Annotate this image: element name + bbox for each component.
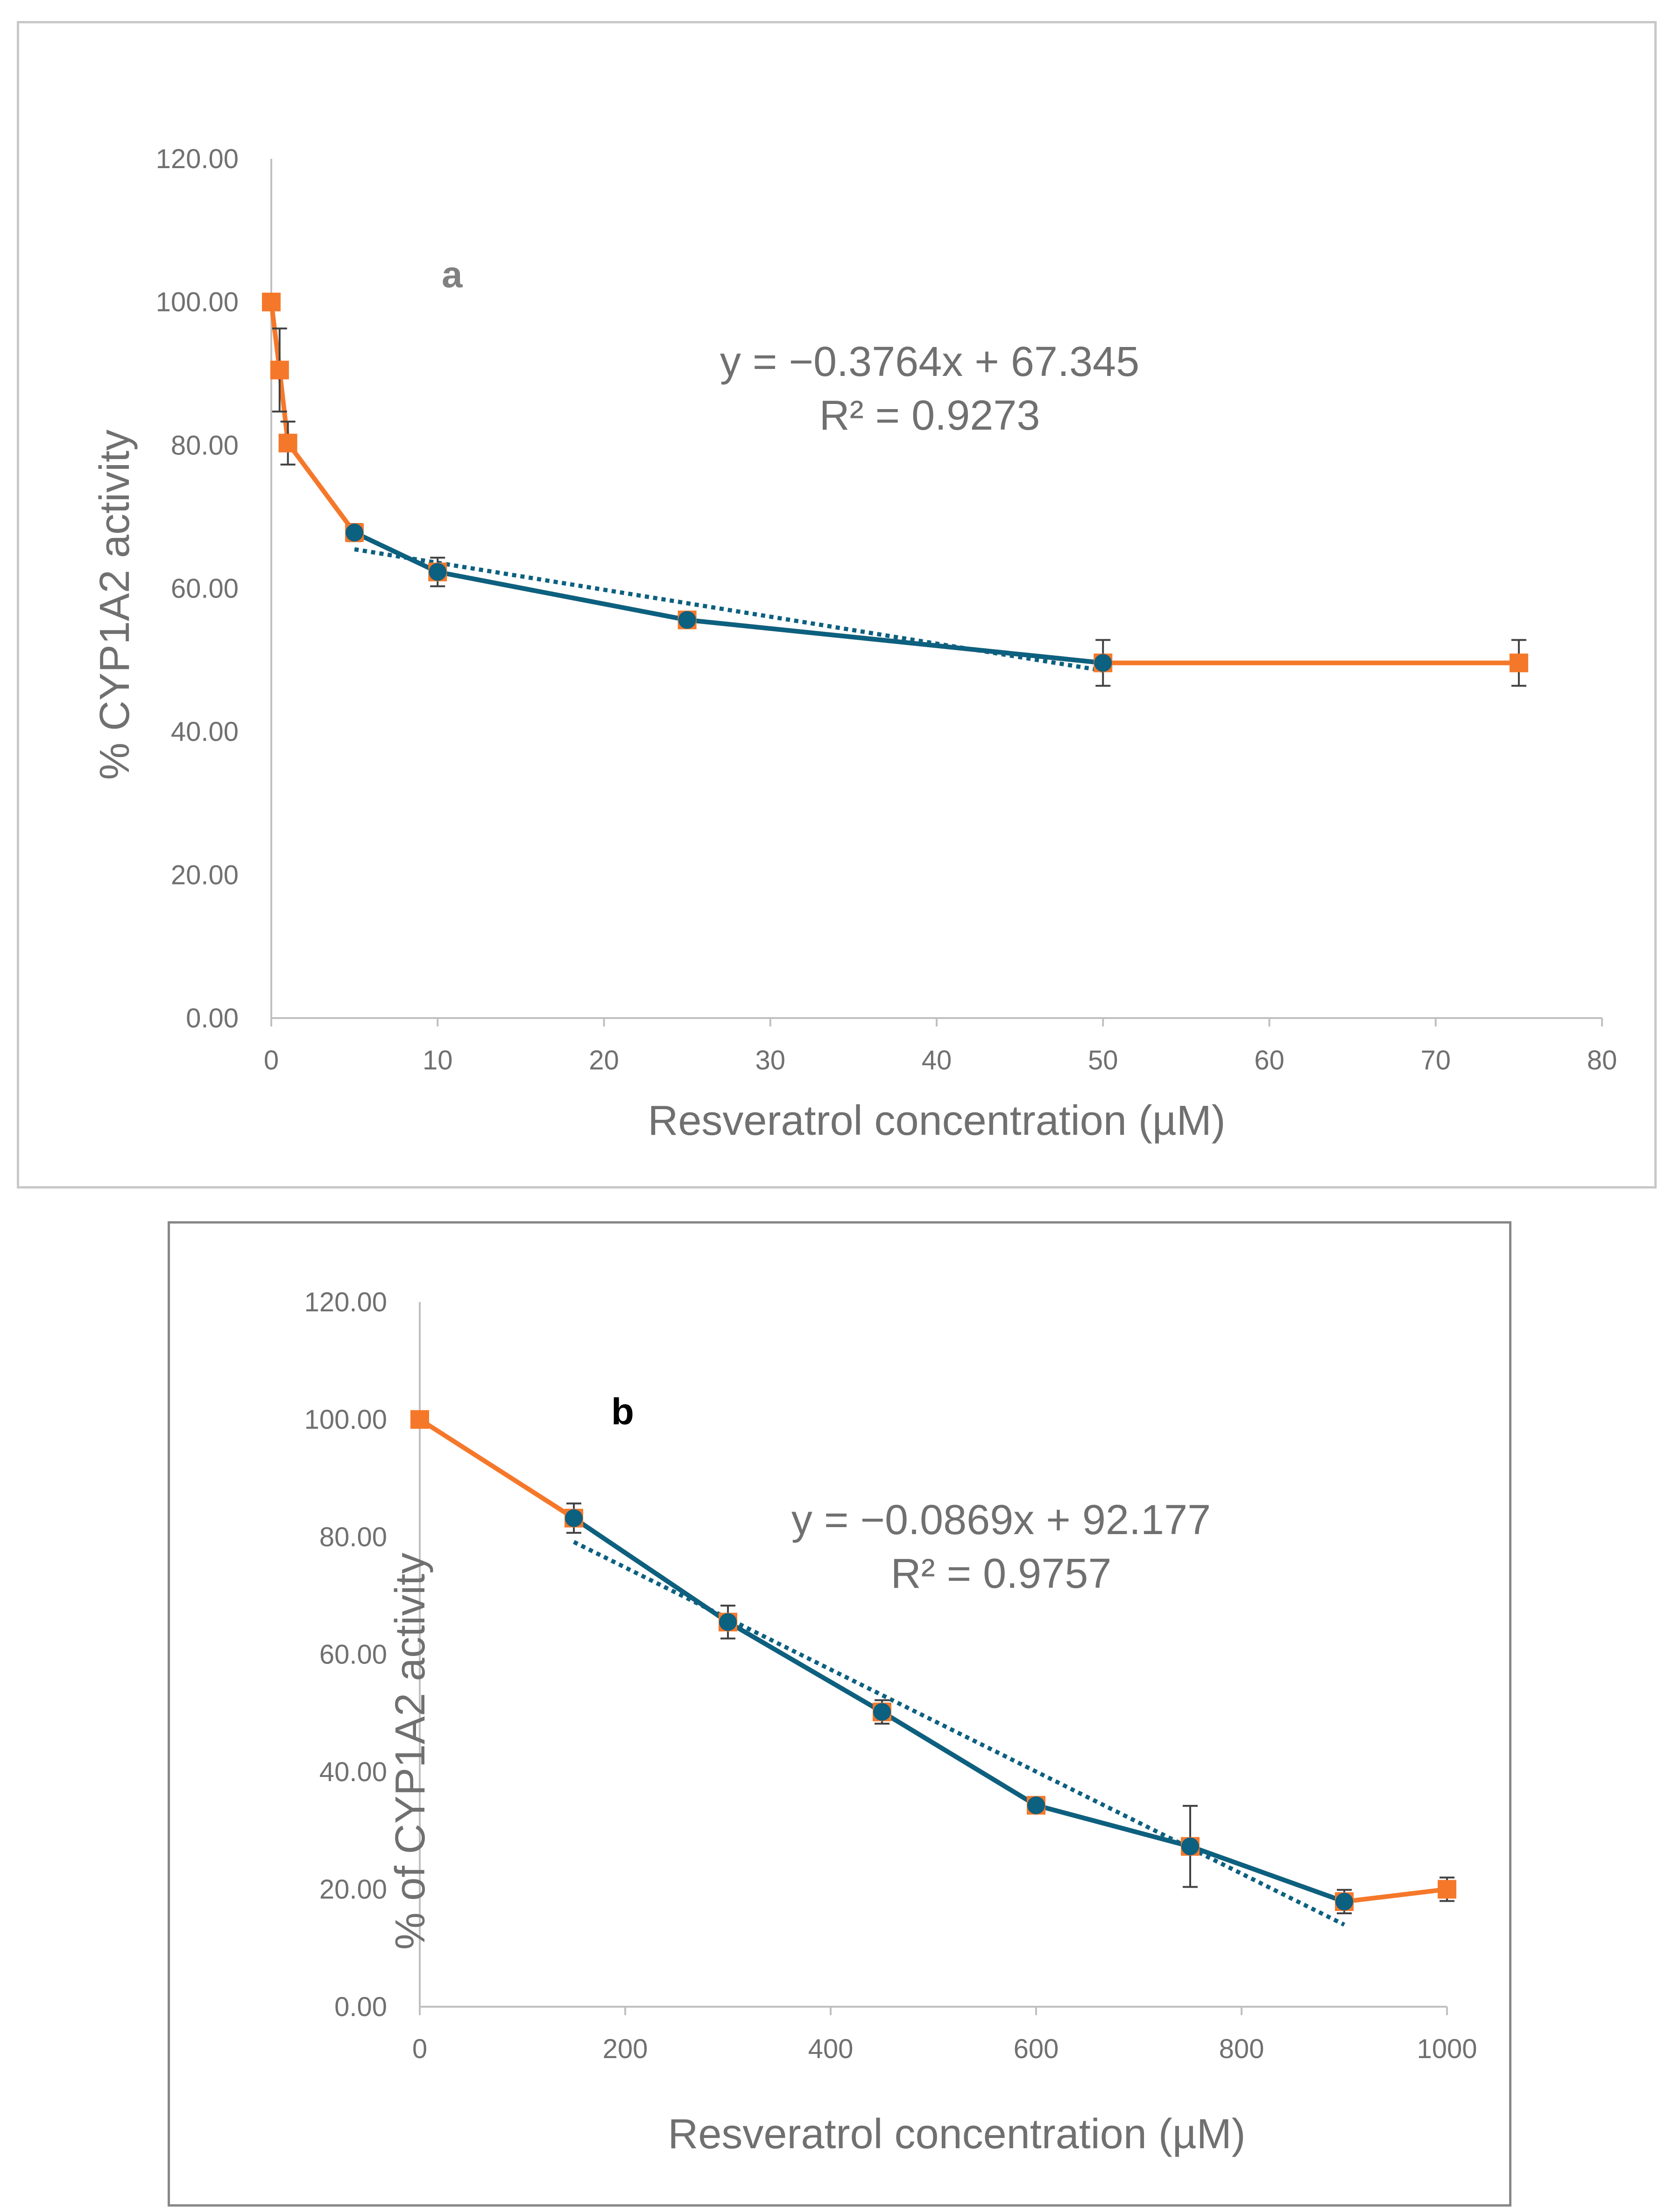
trendline — [572, 1540, 1346, 1927]
chart-b-r-squared: R² = 0.9757 — [891, 1550, 1112, 1597]
x-tick-label: 600 — [1014, 2034, 1059, 2064]
chart-b-svg: 0.00 20.00 40.00 60.00 80.00 100.00 120.00 0 20… — [304, 1287, 1477, 2158]
y-tick-label: 100.00 — [156, 287, 239, 318]
y-tick-label: 60.00 — [171, 573, 239, 604]
chart-a-axes — [270, 159, 1603, 1026]
y-tick-label: 40.00 — [319, 1757, 387, 1787]
y-tick-label: 40.00 — [171, 717, 239, 747]
x-tick-label: 800 — [1219, 2034, 1264, 2064]
x-tick-label: 20 — [589, 1045, 619, 1076]
chart-a-y-axis-title: % CYP1A2 activity — [92, 430, 138, 780]
circle-marker — [1094, 654, 1112, 672]
y-tick-label: 80.00 — [319, 1522, 387, 1552]
chart-a-series-lines — [269, 302, 1519, 665]
chart-a-y-tick-labels: 0.00 20.00 40.00 60.00 80.00 100.00 120.00 — [156, 144, 239, 1033]
square-marker — [1438, 1880, 1456, 1899]
chart-a-equation: y = −0.3764x + 67.345 — [720, 339, 1139, 385]
x-tick-label: 0 — [412, 2034, 427, 2064]
x-tick-label: 10 — [423, 1045, 453, 1076]
chart-a-x-tick-labels: 0 10 20 30 40 50 60 70 80 — [264, 1045, 1617, 1076]
y-tick-label: 120.00 — [156, 144, 239, 174]
chart-b-x-axis-title: Resveratrol concentration (µM) — [668, 2111, 1245, 2158]
chart-panel-a: 0.00 20.00 40.00 60.00 80.00 100.00 120.00 0 10… — [17, 21, 1657, 1189]
chart-a-x-axis-title: Resveratrol concentration (µM) — [648, 1097, 1225, 1144]
series-line-orange — [418, 1417, 1447, 1904]
y-tick-label: 20.00 — [319, 1875, 387, 1905]
x-tick-label: 30 — [755, 1045, 785, 1076]
chart-b-x-tick-labels: 0 200 400 600 800 1000 — [412, 2034, 1477, 2064]
chart-b-equation: y = −0.0869x + 92.177 — [791, 1497, 1211, 1543]
circle-marker — [678, 611, 696, 629]
y-tick-label: 0.00 — [334, 1992, 387, 2022]
square-marker — [278, 433, 297, 453]
chart-b-series-lines — [418, 1417, 1447, 1904]
chart-b-y-axis-title: % of CYP1A2 activity — [387, 1553, 434, 1950]
square-marker — [410, 1410, 429, 1429]
y-tick-label: 120.00 — [304, 1287, 387, 1317]
y-tick-label: 80.00 — [171, 430, 239, 460]
circle-marker — [873, 1703, 891, 1721]
chart-a-panel-label: a — [442, 254, 463, 295]
circle-marker — [1335, 1892, 1353, 1911]
circle-marker — [346, 524, 364, 542]
square-marker — [1509, 653, 1528, 672]
chart-a-r-squared: R² = 0.9273 — [819, 392, 1040, 439]
series-line-blue — [353, 530, 1103, 665]
y-tick-label: 20.00 — [171, 860, 239, 890]
circle-marker — [429, 563, 447, 581]
x-tick-label: 70 — [1420, 1045, 1451, 1076]
chart-b-y-tick-labels: 0.00 20.00 40.00 60.00 80.00 100.00 120.00 — [304, 1287, 387, 2022]
x-tick-label: 200 — [603, 2034, 648, 2064]
x-tick-label: 0 — [264, 1045, 279, 1076]
chart-b-panel-label: b — [611, 1391, 634, 1432]
circle-marker — [719, 1613, 737, 1631]
square-marker — [270, 361, 289, 380]
series-line-blue — [572, 1516, 1345, 1904]
chart-b-markers — [410, 1410, 1456, 1911]
chart-a-svg: 0.00 20.00 40.00 60.00 80.00 100.00 120.00 0 10… — [92, 144, 1617, 1144]
chart-b-axes — [419, 1302, 1448, 2015]
circle-marker — [565, 1509, 583, 1527]
chart-panel-b: 0.00 20.00 40.00 60.00 80.00 100.00 120.00 0 20… — [168, 1221, 1511, 2207]
x-tick-label: 80 — [1587, 1045, 1617, 1076]
square-marker — [262, 292, 281, 311]
chart-a-markers — [262, 292, 1528, 672]
y-tick-label: 100.00 — [304, 1405, 387, 1435]
x-tick-label: 50 — [1088, 1045, 1118, 1076]
chart-b-trendline — [572, 1540, 1346, 1927]
y-tick-label: 60.00 — [319, 1640, 387, 1670]
x-tick-label: 40 — [922, 1045, 952, 1076]
circle-marker — [1027, 1796, 1045, 1814]
x-tick-label: 400 — [808, 2034, 854, 2064]
y-tick-label: 0.00 — [186, 1003, 239, 1033]
circle-marker — [1181, 1837, 1199, 1855]
x-tick-label: 60 — [1254, 1045, 1285, 1076]
x-tick-label: 1000 — [1417, 2034, 1477, 2064]
